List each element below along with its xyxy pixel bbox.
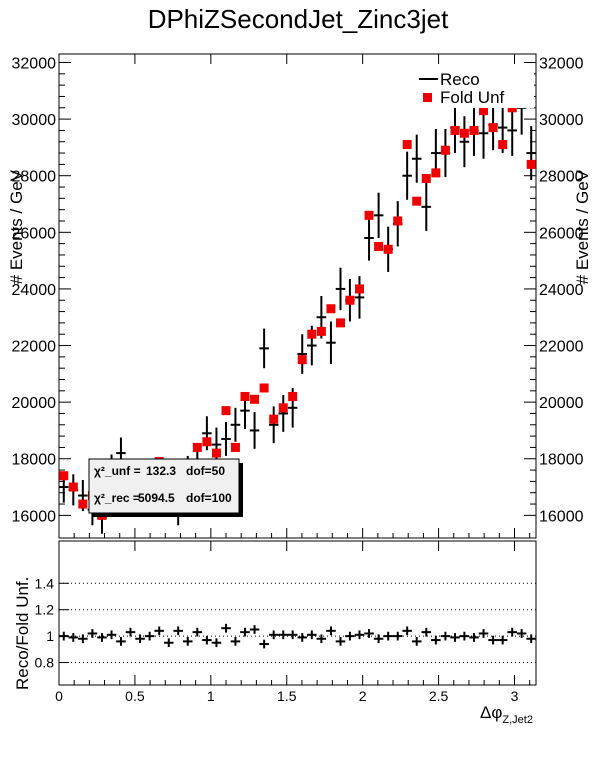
foldunf-point bbox=[459, 128, 469, 138]
ratio-grid-lines bbox=[59, 582, 536, 664]
foldunf-point bbox=[383, 244, 393, 254]
ratio-xtick-label: 1 bbox=[207, 688, 215, 704]
ratio-xtick-label: 0.5 bbox=[125, 688, 145, 704]
main-ytick-label-right: 16000 bbox=[539, 508, 584, 525]
stat-line-rec-chi2: 5094.5 bbox=[138, 491, 175, 505]
legend-foldunf-label: Fold Unf bbox=[440, 88, 505, 107]
foldunf-point bbox=[498, 140, 508, 150]
main-ytick-label-right: 30000 bbox=[539, 112, 584, 129]
ratio-ytick-label: 1 bbox=[46, 628, 54, 644]
stat-line-rec-label: χ²_rec = bbox=[94, 491, 140, 505]
main-ylabel-left: # Events / GeV bbox=[7, 169, 26, 284]
main-y-axis-ticks: 16000 16000 18000 18000 20000 20000 22000 22000… bbox=[12, 55, 584, 525]
foldunf-point bbox=[240, 391, 250, 401]
foldunf-point bbox=[440, 145, 450, 155]
main-ytick-label-left: 22000 bbox=[12, 339, 57, 356]
ratio-xtick-label: 2 bbox=[359, 688, 367, 704]
foldunf-point bbox=[192, 442, 202, 452]
foldunf-point bbox=[393, 216, 403, 226]
foldunf-point bbox=[68, 482, 78, 492]
main-ytick-label-right: 32000 bbox=[539, 55, 584, 72]
ratio-xlabel: ΔφZ,Jet2 bbox=[480, 703, 533, 726]
foldunf-point bbox=[374, 241, 384, 251]
foldunf-point bbox=[412, 196, 422, 206]
ratio-ylabel: Reco/Fold Unf. bbox=[13, 577, 32, 690]
main-ytick-label-left: 30000 bbox=[12, 112, 57, 129]
legend-background bbox=[416, 70, 534, 108]
ratio-ytick-label: 1.2 bbox=[35, 602, 55, 618]
legend: Reco Fold Unf bbox=[416, 70, 534, 108]
foldunf-point bbox=[250, 394, 260, 404]
chart-title: DPhiZSecondJet_Zinc3jet bbox=[148, 4, 449, 34]
foldunf-point bbox=[526, 159, 536, 169]
main-ytick-label-right: 26000 bbox=[539, 225, 584, 242]
foldunf-point bbox=[364, 210, 374, 220]
main-ylabel-right: # Events / GeV bbox=[573, 169, 592, 284]
foldunf-point bbox=[307, 329, 317, 339]
main-ytick-label-left: 32000 bbox=[12, 55, 57, 72]
main-plot-frame bbox=[58, 53, 537, 539]
ratio-xtick-label: 0 bbox=[55, 688, 63, 704]
foldunf-point bbox=[269, 414, 279, 424]
foldunf-point bbox=[421, 174, 431, 184]
foldunf-point bbox=[230, 442, 240, 452]
x-axis-ticks: 0 0.5 1 1.5 2 2.5 3 bbox=[55, 54, 531, 704]
main-ytick-label-left: 18000 bbox=[12, 452, 57, 469]
ratio-xtick-label: 1.5 bbox=[277, 688, 297, 704]
foldunf-point bbox=[211, 448, 221, 458]
foldunf-point bbox=[335, 318, 345, 328]
ratio-xtick-label: 2.5 bbox=[429, 688, 449, 704]
foldunf-point bbox=[402, 140, 412, 150]
main-ytick-label-left: 24000 bbox=[12, 282, 57, 299]
ratio-ytick-label: 1.4 bbox=[35, 575, 55, 591]
main-ytick-label-left: 28000 bbox=[12, 169, 57, 186]
foldunf-point bbox=[345, 295, 355, 305]
ratio-plot-frame bbox=[58, 540, 537, 686]
foldunf-point bbox=[259, 383, 269, 393]
foldunf-point bbox=[450, 125, 460, 135]
foldunf-point bbox=[479, 106, 489, 116]
foldunf-point bbox=[78, 499, 88, 509]
xlabel-subscript: Z,Jet2 bbox=[502, 714, 533, 726]
foldunf-point bbox=[354, 284, 364, 294]
legend-foldunf-marker bbox=[423, 93, 432, 102]
main-ytick-label-right: 28000 bbox=[539, 169, 584, 186]
foldunf-point bbox=[469, 125, 479, 135]
foldunf-point bbox=[221, 406, 231, 416]
main-ytick-label-right: 24000 bbox=[539, 282, 584, 299]
foldunf-point bbox=[431, 168, 441, 178]
ratio-xtick-label: 3 bbox=[511, 688, 519, 704]
main-ytick-label-right: 20000 bbox=[539, 395, 584, 412]
foldunf-point bbox=[488, 123, 498, 133]
chi2-stat-box: χ²_unf = 132.3 dof=50 χ²_rec = 5094.5 do… bbox=[88, 458, 243, 517]
stat-line-rec-dof: dof=100 bbox=[186, 491, 232, 505]
main-ytick-label-left: 20000 bbox=[12, 395, 57, 412]
foldunf-point bbox=[278, 403, 288, 413]
foldunf-point bbox=[202, 437, 212, 447]
main-ytick-label-left: 16000 bbox=[12, 508, 57, 525]
legend-reco-label: Reco bbox=[440, 70, 480, 89]
main-ytick-label-right: 22000 bbox=[539, 339, 584, 356]
xlabel-main: Δφ bbox=[480, 703, 502, 722]
ratio-y-axis-ticks: 0.8 1 1.2 1.4 bbox=[35, 575, 69, 671]
stat-line-unf-chi2: 132.3 bbox=[146, 464, 176, 478]
stat-line-unf-label: χ²_unf = bbox=[94, 464, 141, 478]
ratio-plot-series bbox=[58, 623, 536, 649]
ratio-ytick-label: 0.8 bbox=[35, 655, 55, 671]
stat-line-unf-dof: dof=50 bbox=[186, 464, 225, 478]
foldunf-point bbox=[326, 304, 336, 314]
foldunf-point bbox=[288, 391, 298, 401]
stat-box-background bbox=[88, 458, 240, 514]
foldunf-point bbox=[297, 355, 307, 365]
foldunf-point bbox=[59, 471, 69, 481]
foldunf-point bbox=[316, 326, 326, 336]
main-ytick-label-left: 26000 bbox=[12, 225, 57, 242]
main-ytick-label-right: 18000 bbox=[539, 452, 584, 469]
